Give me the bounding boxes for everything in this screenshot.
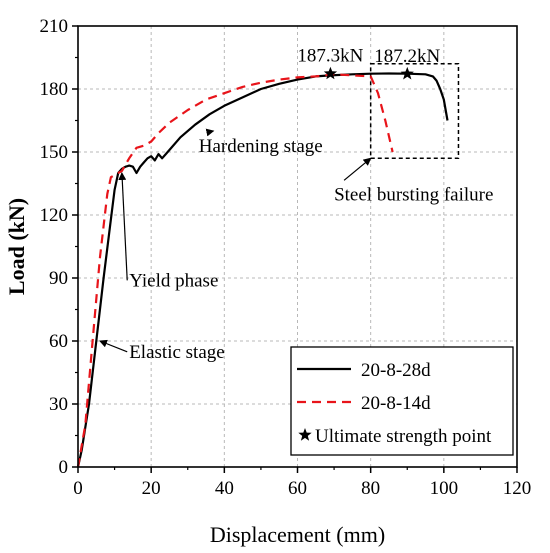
legend-label-1: 20-8-14d (361, 393, 431, 414)
x-tick-label: 100 (430, 478, 459, 499)
y-tick-label: 90 (49, 268, 68, 289)
annotations: Elastic stage Yield phase Hardening stage S… (99, 128, 493, 363)
ultimate-label-0: 187.3kN (297, 46, 363, 67)
ultimate-star-0 (323, 66, 338, 80)
y-tick-label: 60 (49, 331, 68, 352)
ultimate-label-1: 187.2kN (374, 46, 440, 67)
annotation-label-1: Yield phase (129, 270, 218, 291)
x-tick-label: 60 (288, 478, 307, 499)
x-tick-label: 80 (361, 478, 380, 499)
legend-label-ultimate: Ultimate strength point (315, 426, 492, 447)
series-line-1 (76, 73, 394, 468)
x-axis-title: Displacement (mm) (210, 522, 385, 547)
x-tick-label: 40 (215, 478, 234, 499)
y-tick-label: 150 (40, 142, 69, 163)
x-tick-label: 20 (142, 478, 161, 499)
series-line-0 (76, 72, 449, 468)
x-tick-label: 0 (73, 478, 83, 499)
annotation-label-0: Elastic stage (129, 342, 225, 363)
annotation-arrow-0 (99, 339, 128, 353)
annotation-label-3: Steel bursting failure (334, 184, 493, 205)
failure-region-box (369, 63, 460, 160)
axes: 0 20 40 60 80 100 120 0 30 60 90 120 150 180 210 Displa… (4, 16, 531, 547)
series-lines (76, 72, 449, 468)
y-axis-title: Load (kN) (4, 198, 29, 295)
y-tick-label: 180 (40, 79, 69, 100)
y-tick-label: 0 (59, 457, 69, 478)
annotation-arrow-1 (118, 172, 128, 281)
ultimate-strength-markers: 187.3kN 187.2kN (297, 46, 441, 80)
legend-label-0: 20-8-28d (361, 360, 431, 381)
legend: 20-8-28d 20-8-14d Ultimate strength point (290, 346, 514, 456)
y-tick-label: 30 (49, 394, 68, 415)
annotation-arrow-3 (343, 157, 372, 181)
failure-box-rect (369, 63, 460, 160)
x-tick-label: 120 (503, 478, 532, 499)
y-tick-label: 210 (40, 16, 69, 37)
legend-star-icon (298, 428, 312, 441)
annotation-arrow-2 (205, 128, 215, 137)
ultimate-star-1 (400, 66, 414, 80)
y-tick-label: 120 (40, 205, 69, 226)
annotation-label-2: Hardening stage (199, 136, 323, 157)
